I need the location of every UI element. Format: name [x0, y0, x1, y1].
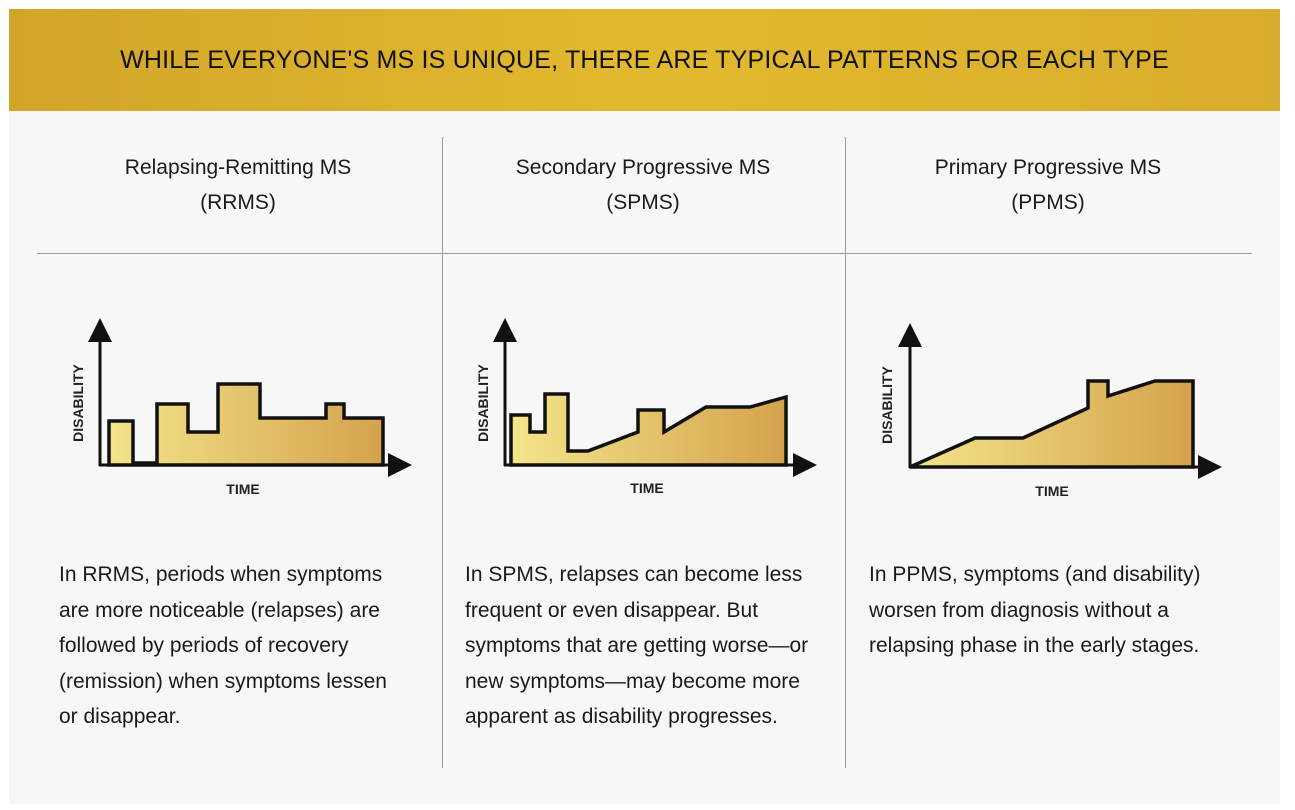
banner: WHILE EVERYONE'S MS IS UNIQUE, THERE ARE… [9, 9, 1280, 111]
spms-y-label: DISABILITY [475, 363, 491, 441]
ppms-title: Primary Progressive MS (PPMS) [848, 150, 1248, 220]
rrms-title-abbr: (RRMS) [200, 191, 276, 214]
rrms-disability-area [107, 382, 385, 467]
rrms-title-name: Relapsing-Remitting MS [124, 156, 352, 179]
spms-title-name: Secondary Progressive MS [515, 156, 771, 179]
ppms-description: In PPMS, symptoms (and disability) worse… [869, 563, 1201, 657]
ppms-title-abbr: (PPMS) [1011, 191, 1085, 214]
spms-disability-area [509, 392, 788, 467]
column-divider [845, 137, 846, 768]
rrms-x-label: TIME [226, 481, 259, 497]
spms-x-label: TIME [630, 480, 663, 496]
ppms-diagram: TIME DISABILITY [879, 323, 1222, 499]
rrms-y-label: DISABILITY [70, 363, 86, 441]
spms-title-abbr: (SPMS) [606, 191, 680, 214]
ppms-y-label: DISABILITY [879, 365, 895, 443]
ppms-title-name: Primary Progressive MS [934, 156, 1162, 179]
rrms-diagram: TIME DISABILITY [70, 318, 412, 497]
spms-title: Secondary Progressive MS (SPMS) [443, 150, 843, 220]
rrms-title: Relapsing-Remitting MS (RRMS) [38, 150, 438, 220]
spms-diagram: TIME DISABILITY [475, 318, 817, 496]
rrms-description: In RRMS, periods when symptoms are more … [59, 563, 387, 728]
banner-title: WHILE EVERYONE'S MS IS UNIQUE, THERE ARE… [120, 45, 1169, 74]
header-divider [37, 253, 1252, 254]
ppms-x-label: TIME [1035, 483, 1068, 499]
spms-description: In SPMS, relapses can become less freque… [465, 563, 809, 728]
ppms-disability-area [909, 379, 1195, 469]
column-divider [442, 137, 443, 768]
